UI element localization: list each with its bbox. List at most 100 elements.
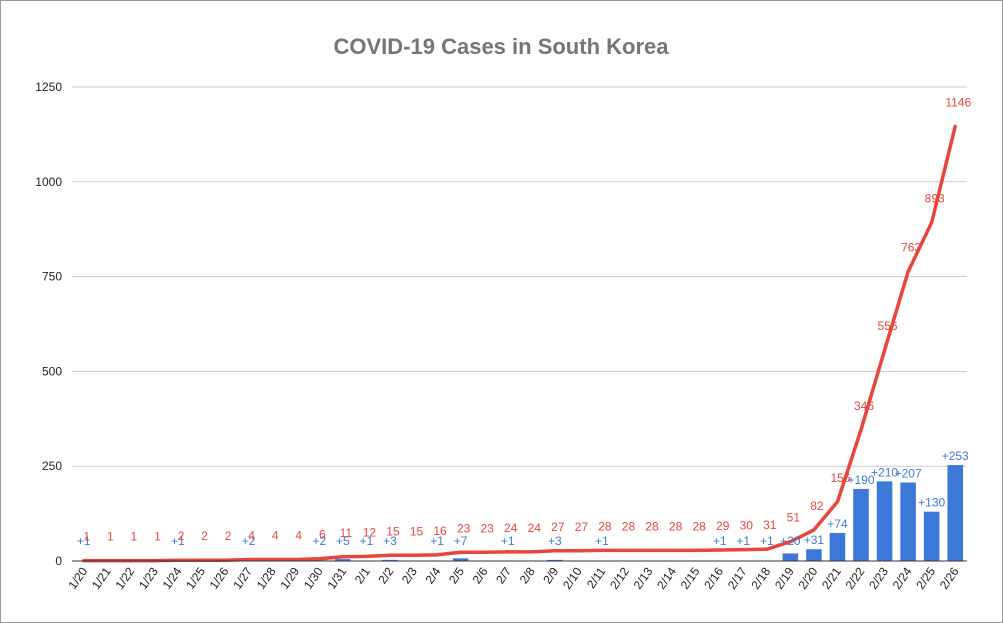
x-tick-label: 2/10 [560,564,585,591]
x-tick-label: 1/26 [207,564,232,591]
daily-bar-label: +207 [895,467,922,481]
x-tick-label: 2/4 [422,564,443,586]
daily-bar [782,553,799,561]
daily-bar-label: +5 [336,534,350,548]
daily-bar-label: +7 [454,534,468,548]
total-line-label: 2 [225,529,232,543]
x-tick-label: 2/12 [607,564,632,591]
x-tick-label: 2/8 [517,564,538,586]
x-tick-label: 1/25 [183,564,208,591]
total-line-label: 27 [575,520,589,534]
total-line-label: 1 [131,530,138,544]
total-line-labels: 1 1 1 1 2 2 2 4 4 4 6 11 12 15 15 16 23 23 24 24 27 27 28 28 28 2… [83,95,971,543]
total-line-label: 23 [457,521,471,535]
daily-bar-label: +1 [501,534,515,548]
x-tick-label: 2/22 [843,564,868,591]
x-tick-label: 1/22 [112,564,137,591]
y-tick-label: 1250 [35,80,62,94]
x-tick-label: 2/24 [890,564,915,591]
total-line-label: 2 [178,529,185,543]
total-line-label: 11 [340,526,353,540]
x-tick-label: 2/9 [540,564,561,586]
x-tick-label: 2/11 [584,564,609,591]
total-line-label: 24 [528,521,542,535]
x-tick-label: 2/17 [725,564,750,591]
daily-bar [547,559,563,561]
daily-bar [923,511,940,561]
x-axis-tick-labels: 1/201/211/221/231/241/251/261/271/281/29… [65,564,961,591]
gridlines [72,86,967,467]
total-line-label: 4 [295,528,302,542]
total-line-label: 1146 [945,95,971,109]
daily-bar-label: +1 [595,534,609,548]
x-tick-label: 1/27 [230,564,255,591]
x-tick-label: 2/1 [352,564,373,586]
total-line-label: 893 [925,191,945,205]
daily-bar-label: +2 [242,534,256,548]
total-line-label: 4 [272,528,279,542]
x-tick-label: 1/30 [301,564,326,591]
x-tick-label: 2/18 [748,564,773,591]
total-line-label: 556 [878,319,898,333]
daily-bar-label: +3 [383,534,397,548]
x-tick-label: 2/16 [701,564,726,591]
daily-bar [806,549,822,561]
daily-bar-label: +1 [77,534,91,548]
x-tick-label: 2/7 [493,564,514,586]
daily-bar [335,559,351,561]
x-tick-label: 1/21 [89,564,114,591]
total-line-label: 23 [480,521,494,535]
chart-title: COVID-19 Cases in South Korea [334,34,670,59]
x-tick-label: 2/2 [375,564,396,586]
daily-bar-label: +210 [871,465,898,479]
x-tick-label: 1/31 [324,564,349,591]
total-line-label: 27 [551,520,565,534]
total-line-label: 1 [107,530,114,544]
daily-bar [853,488,869,561]
x-tick-label: 1/20 [65,564,90,591]
total-line-label: 1 [154,530,161,544]
total-line-label: 16 [433,524,447,538]
y-tick-label: 500 [42,364,62,378]
daily-bar-label: +130 [918,496,945,510]
y-tick-label: 1000 [35,175,62,189]
daily-bar-label: +20 [780,534,801,548]
x-tick-label: 2/6 [470,564,491,586]
total-line-label: 28 [669,519,683,533]
total-line-label: 28 [622,519,636,533]
daily-bar [876,481,893,561]
total-line-label: 82 [810,499,824,513]
total-line-label: 31 [763,518,777,532]
total-line-label: 2 [201,529,208,543]
daily-bar-label: +1 [713,534,727,548]
total-line-label: 30 [740,519,754,533]
daily-bar [947,465,963,561]
total-line-label: 51 [787,511,801,525]
y-tick-label: 250 [42,459,62,473]
daily-bar-label: +74 [827,517,848,531]
y-tick-label: 750 [42,270,62,284]
x-tick-label: 2/23 [866,564,891,591]
total-line-label: 29 [716,519,730,533]
x-tick-label: 2/26 [937,564,962,591]
total-line-label: 15 [386,524,400,538]
total-line-label: 12 [363,525,377,539]
total-line-label: 346 [854,399,874,413]
daily-bar-label: +253 [942,449,969,463]
daily-bar-label: +1 [430,534,444,548]
x-tick-label: 2/20 [795,564,820,591]
x-tick-label: 2/19 [772,564,797,591]
daily-bar [900,482,916,561]
total-line-label: 28 [598,519,612,533]
total-line-label: 15 [410,524,424,538]
x-tick-label: 2/3 [399,564,420,586]
daily-bar-label: +190 [847,473,874,487]
daily-bar-label: +3 [548,534,562,548]
daily-bar-label: +1 [760,534,774,548]
total-line-group [82,124,957,563]
daily-bar-labels: +1 +1 +2 +2 +5 +1 +3 +1 +7 +1 +3 +1 +1 +1 +1 +20 +31+74 +… [77,449,969,548]
total-line-label: 4 [248,528,255,542]
x-tick-label: 1/29 [277,564,302,591]
x-tick-label: 2/14 [654,564,679,591]
